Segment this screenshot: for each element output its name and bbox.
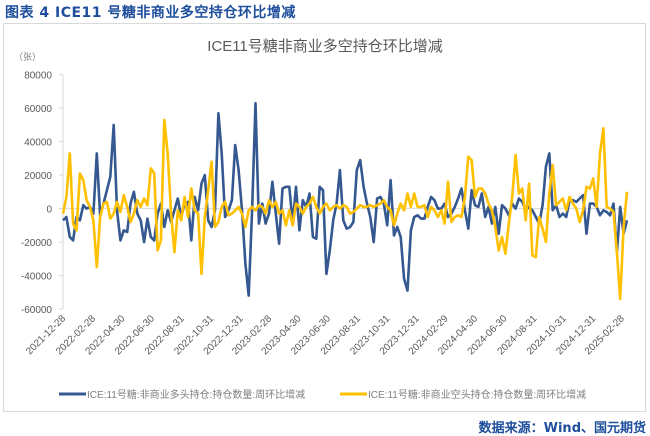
plot-area — [61, 101, 629, 301]
chart-title: ICE11号糖非商业多空持仓环比增减 — [207, 38, 443, 55]
series-line-short — [61, 118, 629, 301]
y-tick-label: -60000 — [21, 305, 53, 316]
y-tick-label: 80000 — [24, 71, 52, 82]
y-tick-label: 40000 — [24, 138, 52, 149]
y-axis-unit: （张） — [14, 52, 41, 62]
chart-frame — [3, 23, 646, 412]
y-tick-label: 20000 — [24, 171, 52, 182]
figure-title: 图表 4 ICE11 号糖非商业多空持仓环比增减 — [5, 5, 296, 21]
y-axis: 80000 60000 40000 20000 0 -20000 -40000 -60000 — [21, 71, 64, 316]
y-tick-label: 0 — [46, 205, 52, 216]
y-tick-label: -20000 — [21, 238, 53, 249]
y-tick-label: -40000 — [21, 272, 53, 283]
legend-label-short: ICE:11号糖:非商业空头持仓:持仓数量:周环比增减 — [368, 388, 586, 401]
legend: ICE:11号糖:非商业多头持仓:持仓数量:周环比增减 ICE:11号糖:非商业… — [59, 388, 586, 401]
data-source: 数据来源：Wind、国元期货 — [478, 421, 646, 436]
y-tick-label: 60000 — [24, 104, 52, 115]
legend-label-long: ICE:11号糖:非商业多头持仓:持仓数量:周环比增减 — [87, 388, 305, 401]
